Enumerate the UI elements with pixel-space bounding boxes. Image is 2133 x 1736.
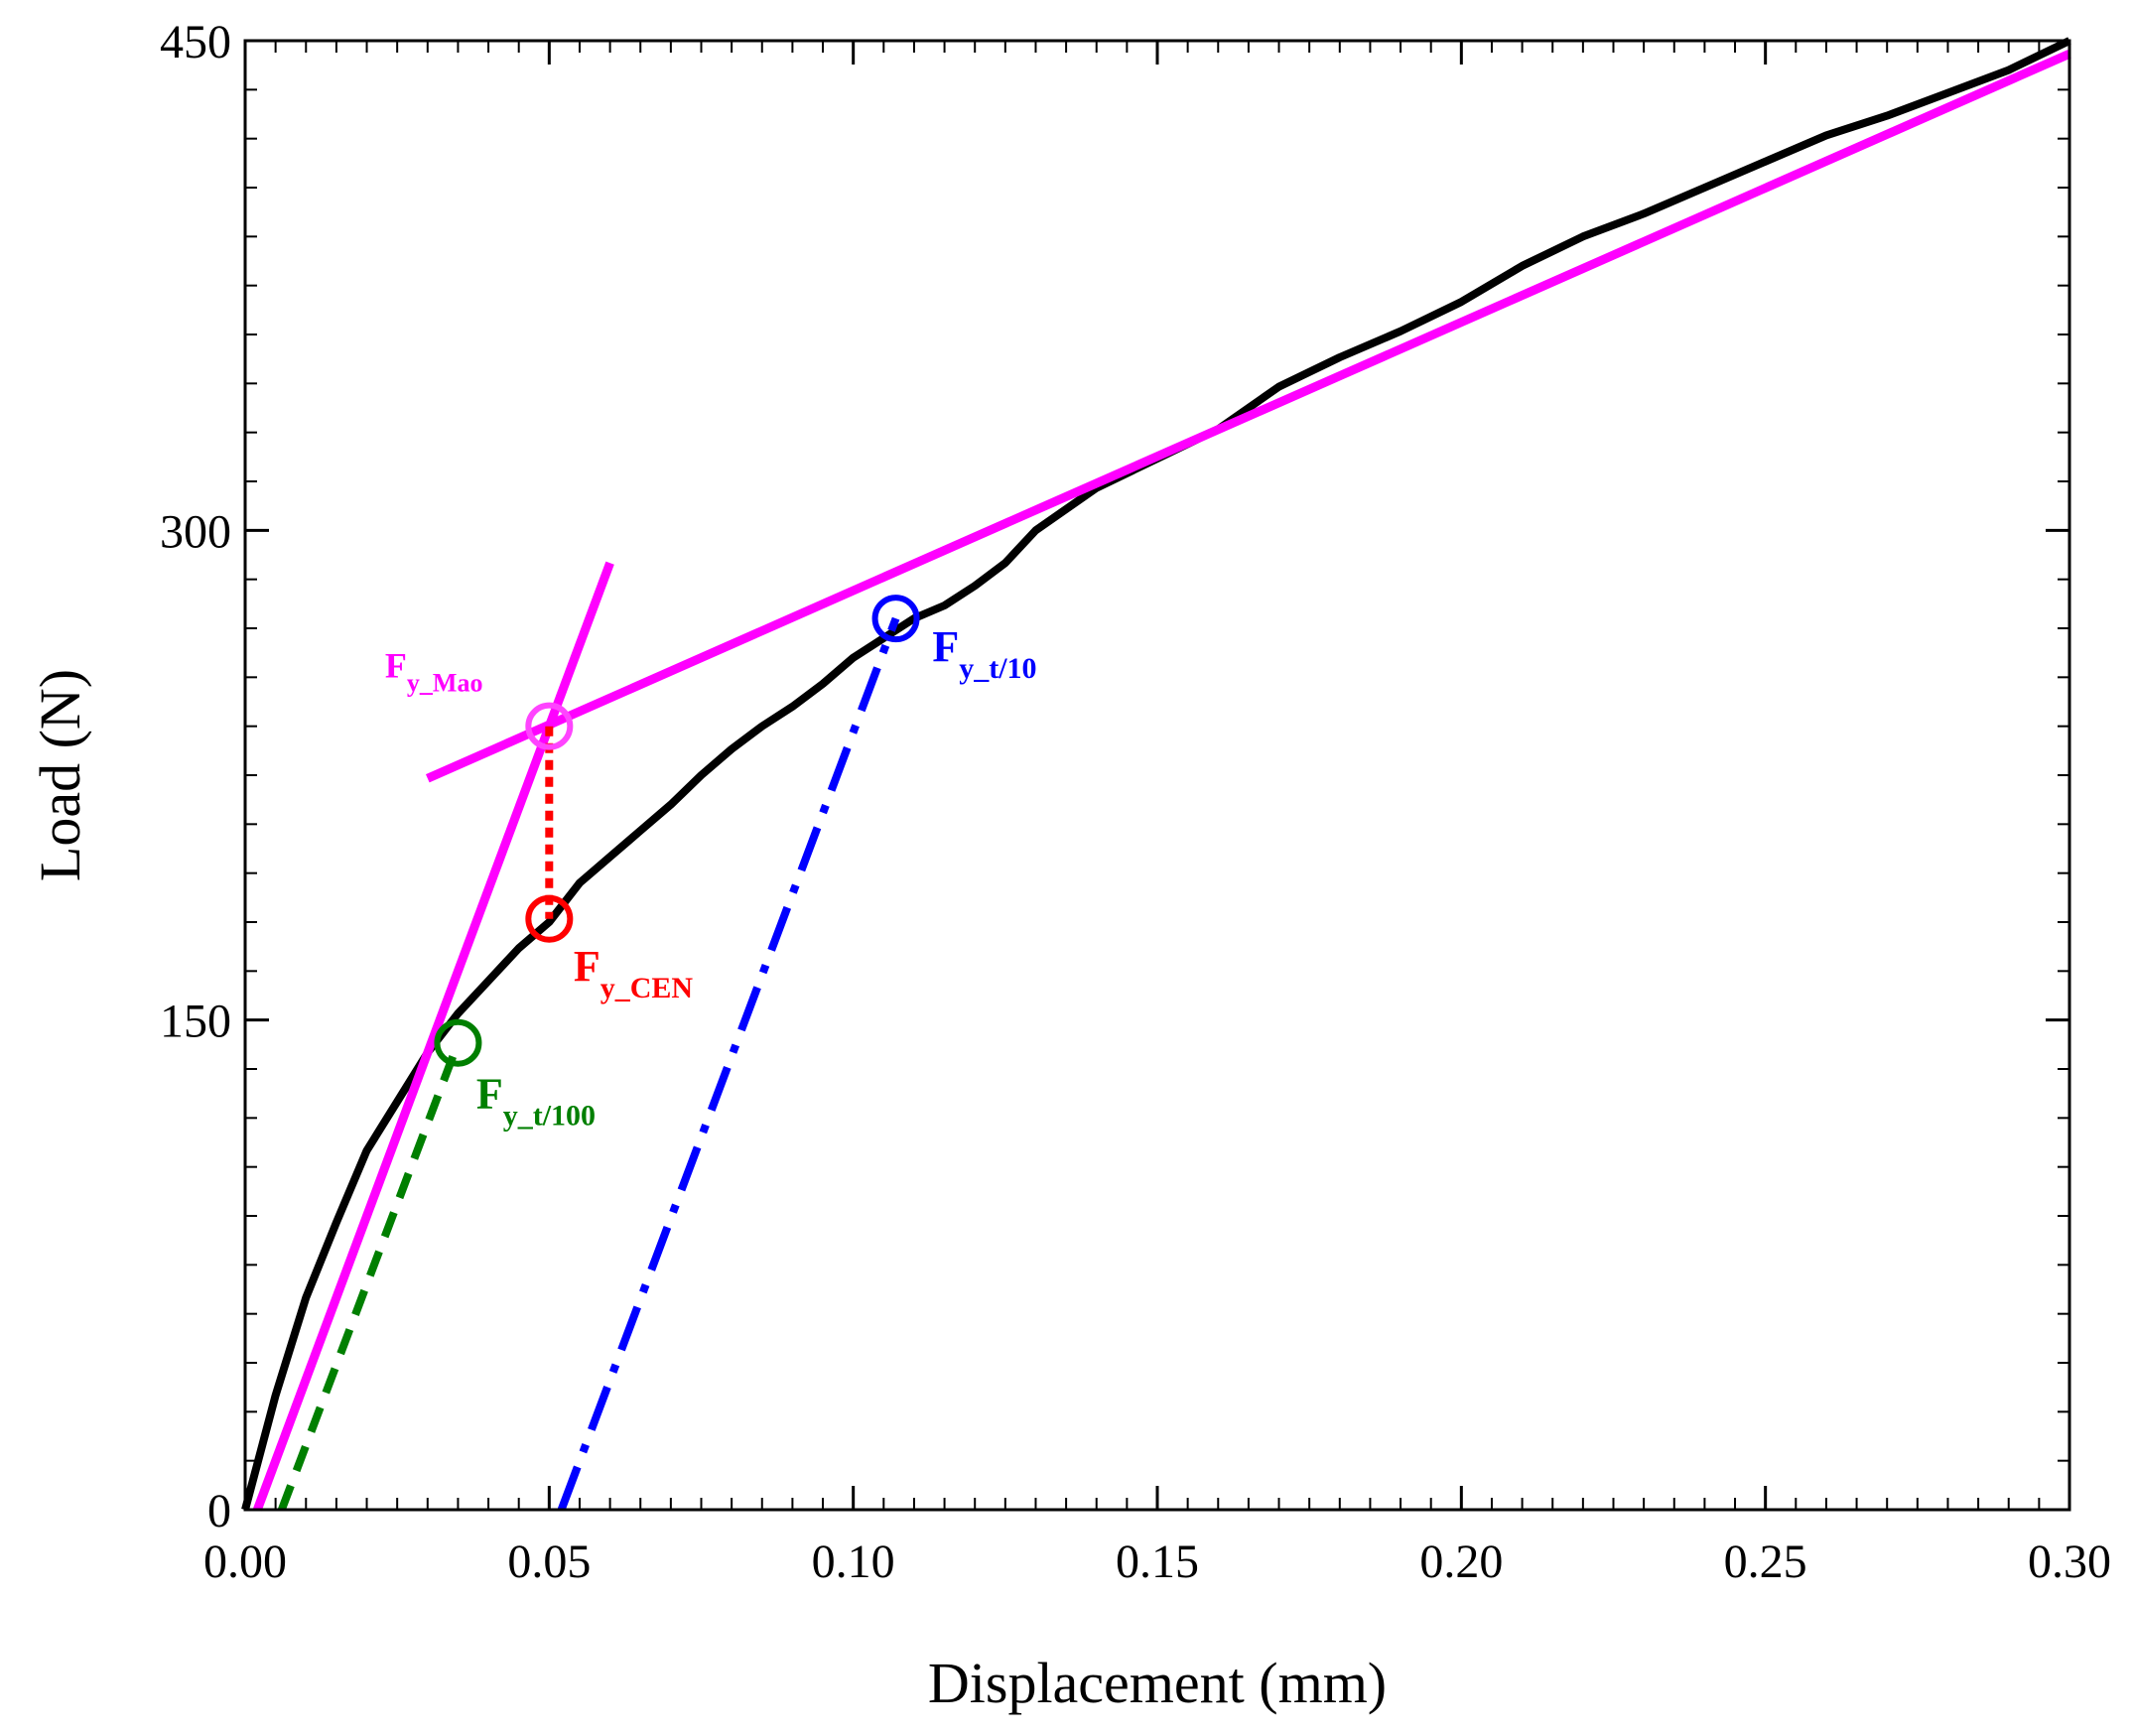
annotation-y-mao: Fy_Mao bbox=[385, 645, 483, 697]
y-tick-label: 0 bbox=[207, 1485, 231, 1537]
y-axis-title: Load (N) bbox=[28, 669, 92, 881]
y-tick-labels: 0 150 300 450 bbox=[160, 16, 231, 1537]
annotation-layer: Fy_Mao Fy_CEN Fy_t/100 Fy_t/10 bbox=[385, 622, 1037, 1133]
x-tick-label: 0.30 bbox=[2028, 1536, 2111, 1588]
y-tick-label: 150 bbox=[160, 996, 231, 1048]
x-tick-label: 0.15 bbox=[1116, 1536, 1199, 1588]
series-load-displacement-curve bbox=[241, 37, 2071, 1512]
x-tick-label: 0.10 bbox=[812, 1536, 895, 1588]
marker-f-y-t-100 bbox=[434, 1018, 482, 1067]
series-layer bbox=[241, 37, 2071, 1512]
x-tick-label: 0.20 bbox=[1419, 1536, 1503, 1588]
x-axis-title: Displacement (mm) bbox=[928, 1651, 1387, 1715]
annotation-y-cen: Fy_CEN bbox=[574, 942, 694, 1004]
y-tick-label: 300 bbox=[160, 505, 231, 558]
x-tick-labels: 0.00 0.05 0.10 0.15 0.20 0.25 0.30 bbox=[203, 1536, 2111, 1588]
series-post-yield-stiffness-line bbox=[425, 50, 2071, 783]
marker-f-y-mao bbox=[525, 702, 574, 750]
minor-ticks bbox=[244, 40, 2070, 1511]
marker-f-y-t-10 bbox=[871, 595, 920, 643]
series-offset-line-t-100 bbox=[278, 1041, 463, 1512]
x-tick-label: 0.05 bbox=[507, 1536, 591, 1588]
plot-frame bbox=[243, 39, 2071, 1512]
series-offset-line-t-10 bbox=[557, 616, 900, 1512]
marker-layer bbox=[434, 595, 920, 1067]
marker-f-y-cen bbox=[525, 894, 574, 943]
annotation-y-t-10: Fy_t/10 bbox=[932, 622, 1036, 685]
annotation-y-t-100: Fy_t/100 bbox=[476, 1069, 596, 1132]
x-tick-label: 0.25 bbox=[1724, 1536, 1807, 1588]
x-tick-label: 0.00 bbox=[203, 1536, 287, 1588]
major-ticks bbox=[243, 39, 2071, 1512]
y-tick-label: 450 bbox=[160, 16, 231, 68]
